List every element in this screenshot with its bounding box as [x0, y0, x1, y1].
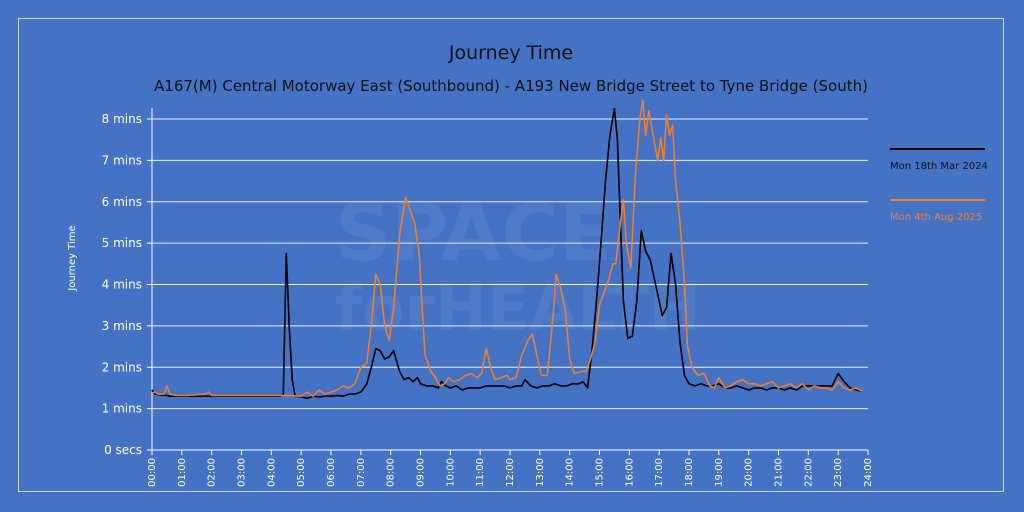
axes [147, 108, 869, 455]
x-tick-label: 06:00 [326, 458, 337, 487]
y-axis-ticks: 0 secs 1 mins 2 mins 3 mins 4 mins 5 mins 6 mi… [102, 112, 142, 457]
series-line-1 [151, 107, 863, 400]
x-tick-label: 07:00 [356, 458, 367, 487]
legend: Mon 18th Mar 2024 Mon 4th Aug 2025 [890, 148, 988, 223]
x-tick-label: 18:00 [684, 458, 695, 487]
grid-lines [152, 118, 868, 410]
chart-title: Journey Time [448, 42, 573, 64]
y-axis-title: Journey Time [67, 225, 78, 291]
y-tick-label: 1 mins [102, 402, 142, 416]
x-tick-label: 02:00 [207, 458, 218, 487]
x-tick-label: 17:00 [654, 458, 665, 487]
x-tick-label: 09:00 [416, 458, 427, 487]
x-tick-label: 20:00 [744, 458, 755, 487]
x-tick-label: 05:00 [296, 458, 307, 487]
x-tick-label: 22:00 [803, 458, 814, 487]
y-tick-label: 8 mins [102, 112, 142, 126]
legend-label: Mon 4th Aug 2025 [890, 212, 982, 223]
y-tick-label: 5 mins [102, 236, 142, 250]
x-tick-label: 15:00 [595, 458, 606, 487]
x-tick-label: 01:00 [177, 458, 188, 487]
watermark-logo-text: SPACE [335, 189, 612, 279]
x-tick-label: 11:00 [475, 458, 486, 487]
x-tick-label: 24:00 [863, 458, 874, 487]
x-tick-label: 13:00 [535, 458, 546, 487]
x-tick-label: 16:00 [624, 458, 635, 487]
x-tick-label: 12:00 [505, 458, 516, 487]
x-axis-ticks: 00:00 01:00 02:00 03:00 04:00 05:00 06:00 07:00… [147, 458, 874, 487]
x-tick-label: 14:00 [565, 458, 576, 487]
series-line-2 [151, 99, 863, 397]
x-tick-label: 08:00 [386, 458, 397, 487]
x-tick-label: 19:00 [714, 458, 725, 487]
x-tick-label: 04:00 [266, 458, 277, 487]
legend-label: Mon 18th Mar 2024 [890, 161, 988, 172]
x-tick-label: 00:00 [147, 458, 158, 487]
chart-frame [18, 18, 1004, 492]
x-tick-label: 10:00 [445, 458, 456, 487]
y-tick-label: 7 mins [102, 153, 142, 167]
y-tick-label: 3 mins [102, 319, 142, 333]
series-lines [151, 99, 863, 400]
x-tick-label: 21:00 [774, 458, 785, 487]
x-tick-label: 03:00 [237, 458, 248, 487]
y-tick-label: 4 mins [102, 278, 142, 292]
x-tick-label: 23:00 [833, 458, 844, 487]
y-tick-label: 0 secs [104, 443, 142, 457]
chart-subtitle: A167(M) Central Motorway East (Southboun… [154, 77, 868, 95]
y-tick-label: 2 mins [102, 360, 142, 374]
space-for-health-watermark: SPACE forHEALTH [335, 189, 701, 345]
y-tick-label: 6 mins [102, 195, 142, 209]
